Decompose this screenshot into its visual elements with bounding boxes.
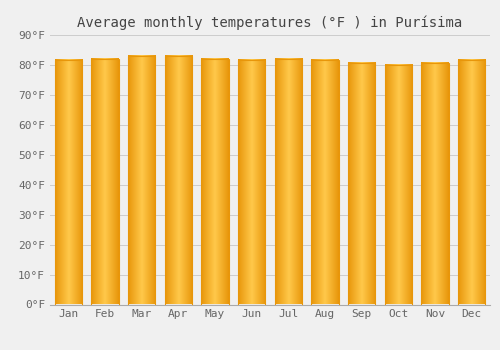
Bar bbox=[458, 61, 485, 304]
Bar bbox=[91, 59, 119, 304]
Bar bbox=[201, 59, 229, 304]
Bar bbox=[128, 56, 156, 304]
Bar bbox=[384, 65, 412, 304]
Title: Average monthly temperatures (°F ) in Purísima: Average monthly temperatures (°F ) in Pu… bbox=[78, 15, 462, 30]
Bar bbox=[238, 61, 266, 304]
Bar bbox=[311, 61, 339, 304]
Bar bbox=[348, 63, 376, 305]
Bar bbox=[274, 59, 302, 304]
Bar bbox=[54, 61, 82, 304]
Bar bbox=[164, 56, 192, 304]
Bar bbox=[421, 63, 448, 305]
